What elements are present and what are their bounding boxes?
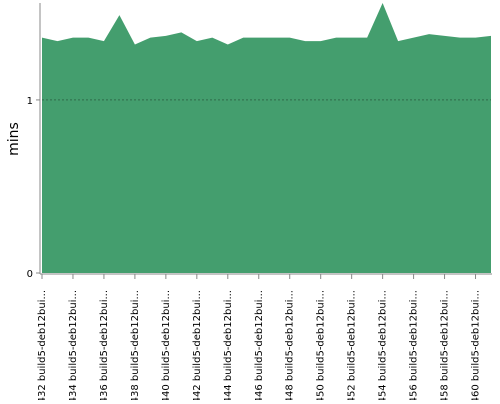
y-tick-label: 1 xyxy=(27,96,33,107)
x-tick-label: #432 build5-deb12bui... xyxy=(37,290,48,400)
x-tick-label: #446 build5-deb12bui... xyxy=(254,290,265,400)
x-tick-label: #458 build5-deb12bui... xyxy=(440,290,451,400)
x-tick-label: #444 build5-deb12bui... xyxy=(223,290,234,400)
x-tick-label: #438 build5-deb12bui... xyxy=(130,290,141,400)
area xyxy=(42,3,491,273)
x-tick-label: #454 build5-deb12bui... xyxy=(378,290,389,400)
x-tick-label: #434 build5-deb12bui... xyxy=(68,290,79,400)
x-tick-label: #440 build5-deb12bui... xyxy=(161,290,172,400)
x-tick-label: #448 build5-deb12bui... xyxy=(285,290,296,400)
x-tick-label: #450 build5-deb12bui... xyxy=(316,290,327,400)
y-axis-label: mins xyxy=(6,122,22,156)
y-tick-label: 0 xyxy=(27,269,33,280)
x-tick-label: #456 build5-deb12bui... xyxy=(409,290,420,400)
x-tick-label: #442 build5-deb12bui... xyxy=(192,290,203,400)
x-tick-label: #436 build5-deb12bui... xyxy=(99,290,110,400)
x-tick-label: #460 build5-deb12bui... xyxy=(471,290,482,400)
x-tick-label: #452 build5-deb12bui... xyxy=(347,290,358,400)
